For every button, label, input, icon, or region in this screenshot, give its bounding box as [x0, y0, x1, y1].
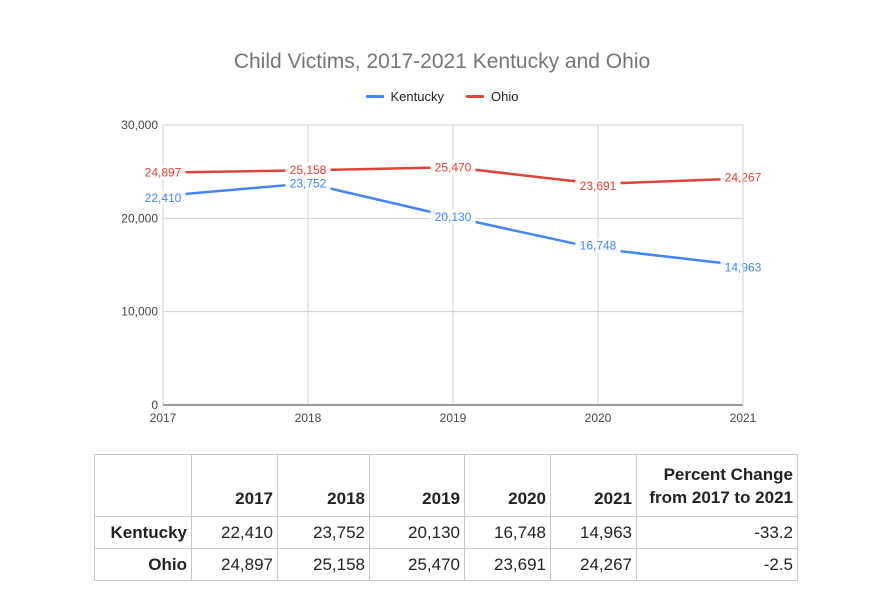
table-cell: 14,963	[550, 516, 637, 549]
table-cell: 23,691	[464, 548, 551, 581]
x-tick-label: 2020	[585, 411, 612, 425]
table-cell: 16,748	[464, 516, 551, 549]
data-label: 16,748	[580, 239, 617, 253]
chart-legend: Kentucky Ohio	[0, 89, 884, 104]
y-tick-label: 30,000	[121, 118, 158, 132]
chart-title: Child Victims, 2017-2021 Kentucky and Oh…	[233, 50, 651, 73]
line-chart: 0 10,000 20,000 30,000 2017 2018 2019 2020 2021 2…	[121, 118, 762, 425]
table-cell: 23,752	[277, 516, 370, 549]
data-label-background	[140, 190, 186, 205]
x-tick-label: 2019	[440, 411, 467, 425]
legend-swatch-kentucky	[365, 95, 384, 98]
table-header-cell: 2020	[464, 454, 551, 517]
table-cell: 22,410	[191, 516, 278, 549]
data-label-background	[285, 176, 331, 191]
table-header-cell: 2021	[550, 454, 637, 517]
table-cell: -2.5	[636, 548, 798, 581]
y-tick-label: 20,000	[121, 211, 158, 225]
legend-label-kentucky: Kentucky	[390, 89, 444, 104]
table-cell: 24,897	[191, 548, 278, 581]
table-header-cell: Percent Change from 2017 to 2021	[636, 454, 798, 517]
table-header-cell: 2018	[277, 454, 370, 517]
data-label: 22,410	[145, 191, 182, 205]
legend-label-ohio: Ohio	[491, 89, 519, 104]
x-tick-label: 2018	[295, 411, 322, 425]
x-tick-label: 2017	[150, 411, 177, 425]
y-tick-label: 0	[151, 398, 158, 412]
data-label: 23,752	[290, 176, 327, 190]
data-label-background	[575, 178, 621, 193]
data-label-background	[575, 238, 621, 253]
table-header-row: 2017 2018 2019 2020 2021 Percent Change …	[94, 454, 798, 517]
data-label: 23,691	[580, 179, 617, 193]
data-label: 24,897	[145, 166, 182, 180]
legend-swatch-ohio	[466, 95, 484, 98]
table-cell: 25,158	[277, 548, 370, 581]
table-row: Kentucky 22,410 23,752 20,130 16,748 14,…	[94, 516, 798, 549]
data-label: 20,130	[435, 210, 472, 224]
table-header-cell: 2017	[191, 454, 278, 517]
legend-item-kentucky: Kentucky	[365, 89, 444, 104]
x-tick-label: 2021	[730, 411, 757, 425]
table-row-header: Kentucky	[94, 516, 192, 549]
table-row-header: Ohio	[94, 548, 192, 581]
table-cell: 24,267	[550, 548, 637, 581]
table-cell: -33.2	[636, 516, 798, 549]
legend-item-ohio: Ohio	[466, 89, 518, 104]
data-label-background	[140, 165, 186, 180]
data-label: 25,158	[290, 163, 327, 177]
y-tick-label: 10,000	[121, 305, 158, 319]
data-label-background	[430, 210, 476, 225]
table-row: Ohio 24,897 25,158 25,470 23,691 24,267 …	[94, 548, 798, 581]
data-label-background	[285, 163, 331, 178]
table-header-cell: 2019	[369, 454, 465, 517]
data-label: 25,470	[435, 160, 472, 174]
table-cell: 20,130	[369, 516, 465, 549]
table-header-cell	[94, 454, 192, 517]
data-label-background	[430, 160, 476, 175]
table-cell: 25,470	[369, 548, 465, 581]
data-table: 2017 2018 2019 2020 2021 Percent Change …	[94, 454, 798, 581]
